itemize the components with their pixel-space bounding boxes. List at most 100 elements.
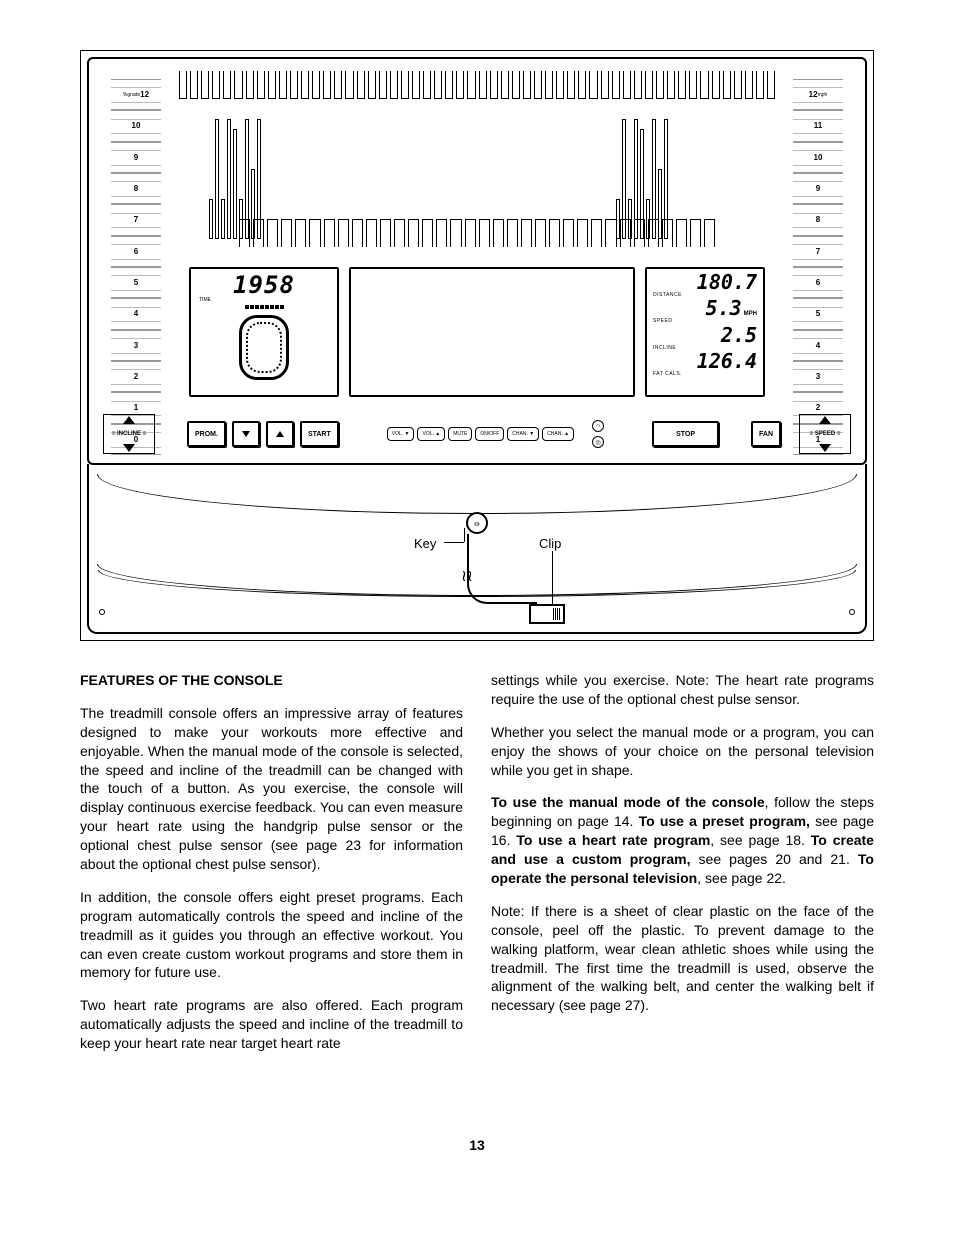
speed-down-icon	[819, 444, 831, 452]
incline-rocker-label: INCLINE	[110, 431, 148, 437]
segment-blocks	[245, 305, 284, 309]
speed-up-icon	[819, 416, 831, 424]
key-callout: Key	[414, 536, 436, 551]
time-value: 1958	[233, 273, 295, 297]
incline-rocker[interactable]: INCLINE	[103, 414, 155, 454]
bar-cluster-left	[209, 109, 263, 239]
fatcals-value: 126.4	[697, 351, 757, 372]
cord-line	[467, 534, 537, 604]
paragraph: settings while you exercise. Note: The h…	[491, 671, 874, 709]
fan-button[interactable]: FAN	[751, 421, 781, 447]
start-button[interactable]: START	[300, 421, 339, 447]
speed-scale-row: 9	[793, 173, 843, 204]
bold-run: To use a preset program,	[639, 813, 810, 829]
speed-scale-row: 6	[793, 267, 843, 298]
display-panels: 1958 TIME 180.7 DISTANCE 5.3 MPH SPEED 2…	[189, 267, 765, 397]
text-run: see pages 20 and 21.	[690, 851, 857, 867]
screw-left-icon	[99, 609, 105, 615]
up-button[interactable]	[266, 421, 294, 447]
tv-pill-button[interactable]: VOL. ▼	[387, 427, 415, 441]
tv-pill-button[interactable]: ON/OFF	[475, 427, 504, 441]
tv-pill-button[interactable]: CHAN. ▼	[507, 427, 539, 441]
tv-pill-row: VOL. ▼VOL. ▲MUTEON/OFFCHAN. ▼CHAN. ▲	[387, 427, 574, 441]
triangle-up-icon	[276, 431, 284, 437]
page-number: 13	[80, 1137, 874, 1153]
incline-scale-row: 5	[111, 267, 161, 298]
incline-down-icon	[123, 444, 135, 452]
bold-run: To use the manual mode of the console	[491, 794, 765, 810]
down-button[interactable]	[232, 421, 260, 447]
triangle-down-icon	[242, 431, 250, 437]
incline-scale-row: 7	[111, 204, 161, 235]
clip-callout: Clip	[539, 536, 561, 551]
paragraph: The treadmill console offers an impressi…	[80, 704, 463, 874]
right-column: settings while you exercise. Note: The h…	[491, 671, 874, 1067]
speed-scale-row: 11	[793, 110, 843, 141]
speed-scale: 12 mph1110987654321	[793, 79, 843, 455]
speed-value: 5.3	[706, 298, 742, 319]
speed-scale-row: 10	[793, 142, 843, 173]
incline-label: INCLINE	[653, 346, 676, 351]
curve-1	[97, 474, 857, 514]
paragraph: Two heart rate programs are also offered…	[80, 996, 463, 1053]
incline-scale: %grade 12109876543210	[111, 79, 161, 455]
prom-button[interactable]: PROM.	[187, 421, 226, 447]
clip-icon	[529, 604, 565, 624]
stop-button[interactable]: STOP	[652, 421, 719, 447]
console-top-panel: %grade 12109876543210 12 mph111098765432…	[87, 57, 867, 465]
metrics-panel: 180.7 DISTANCE 5.3 MPH SPEED 2.5 INCLINE…	[645, 267, 765, 397]
speed-scale-row: 5	[793, 298, 843, 329]
left-column: FEATURES OF THE CONSOLE The treadmill co…	[80, 671, 463, 1067]
speed-unit: MPH	[744, 311, 757, 317]
incline-up-icon	[123, 416, 135, 424]
clip-leader-line	[552, 551, 553, 605]
speed-scale-row: 7	[793, 236, 843, 267]
button-row: INCLINE PROM. START VOL. ▼VOL. ▲MUTEON/O…	[103, 413, 851, 455]
paragraph: Note: If there is a sheet of clear plast…	[491, 902, 874, 1015]
section-heading: FEATURES OF THE CONSOLE	[80, 671, 463, 690]
body-text: FEATURES OF THE CONSOLE The treadmill co…	[80, 671, 874, 1067]
incline-scale-row: 9	[111, 142, 161, 173]
tv-pill-button[interactable]: VOL. ▲	[417, 427, 445, 441]
console-diagram: %grade 12109876543210 12 mph111098765432…	[80, 50, 874, 641]
tv-pill-button[interactable]: CHAN. ▲	[542, 427, 574, 441]
aux-icons: ∩ ◎	[592, 420, 604, 448]
distance-value: 180.7	[697, 272, 757, 293]
distance-label: DISTANCE	[653, 293, 682, 298]
incline-value: 2.5	[721, 325, 757, 346]
speed-rocker-label: SPEED	[808, 431, 843, 437]
paragraph: To use the manual mode of the console, f…	[491, 793, 874, 887]
cord-break-icon: ≀≀	[461, 566, 473, 586]
safety-key-icon: ⦵	[466, 512, 488, 534]
incline-scale-row: 2	[111, 361, 161, 392]
screw-right-icon	[849, 609, 855, 615]
track-icon	[239, 315, 289, 380]
incline-scale-row: 6	[111, 236, 161, 267]
console-lower-body: ⦵ Key Clip ≀≀	[87, 464, 867, 634]
headphone-icon: ∩	[592, 420, 604, 432]
target-icon: ◎	[592, 436, 604, 448]
speed-scale-row: 3	[793, 361, 843, 392]
top-tick-row	[179, 71, 775, 99]
incline-scale-row: 8	[111, 173, 161, 204]
speed-rocker[interactable]: SPEED	[799, 414, 851, 454]
incline-scale-row: 4	[111, 298, 161, 329]
paragraph: Whether you select the manual mode or a …	[491, 723, 874, 780]
tv-pill-button[interactable]: MUTE	[448, 427, 472, 441]
fatcals-label: FAT CALS.	[653, 372, 682, 377]
speed-scale-row: 8	[793, 204, 843, 235]
incline-scale-row: 10	[111, 110, 161, 141]
bar-cluster-right	[616, 109, 670, 239]
tv-screen	[349, 267, 635, 397]
text-run: , see page 22.	[697, 870, 786, 886]
key-leader-line	[444, 542, 464, 543]
text-run: , see page 18.	[710, 832, 811, 848]
incline-scale-row: %grade 12	[111, 79, 161, 110]
incline-scale-row: 3	[111, 330, 161, 361]
speed-scale-row: 4	[793, 330, 843, 361]
time-label: TIME	[199, 297, 211, 303]
paragraph: In addition, the console offers eight pr…	[80, 888, 463, 982]
speed-scale-row: 12 mph	[793, 79, 843, 110]
time-track-panel: 1958 TIME	[189, 267, 339, 397]
bold-run: To use a heart rate program	[516, 832, 710, 848]
